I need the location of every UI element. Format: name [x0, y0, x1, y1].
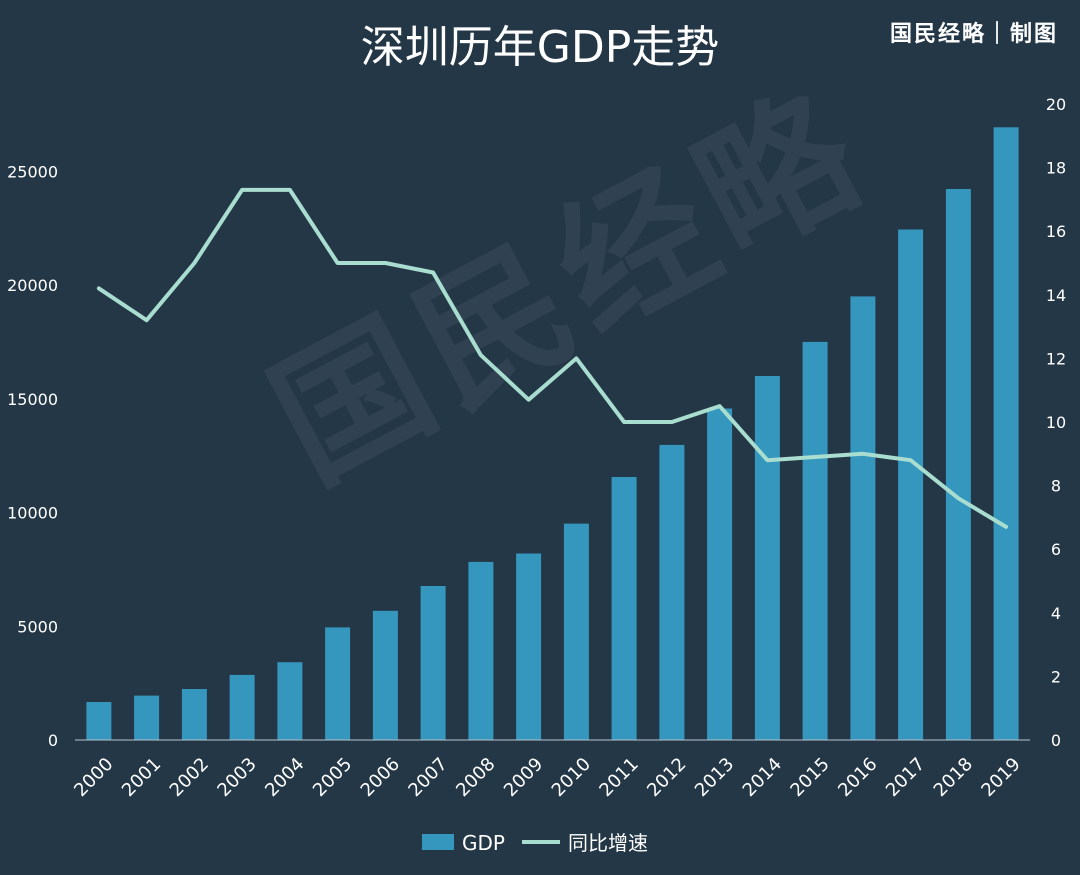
x-tick-label: 2002 — [166, 754, 213, 801]
legend-gdp-swatch — [422, 834, 454, 850]
x-tick-label: 2009 — [500, 754, 547, 801]
gdp-bar-2000 — [86, 702, 112, 740]
right-y-axis: 0 2 4 6 8 10 12 14 16 18 20 — [1046, 95, 1066, 750]
legend: GDP 同比增速 — [422, 831, 648, 855]
right-y-tick-label: 6 — [1051, 540, 1061, 559]
right-y-tick-label: 4 — [1051, 604, 1061, 623]
right-y-tick-label: 20 — [1046, 95, 1066, 114]
gdp-bar-2002 — [181, 689, 207, 740]
gdp-bar-2014 — [754, 376, 780, 740]
gdp-bar-2010 — [563, 523, 589, 740]
gdp-bar-2004 — [277, 662, 303, 740]
right-y-tick-label: 8 — [1051, 477, 1061, 496]
left-y-tick-label: 0 — [48, 731, 58, 750]
gdp-bar-2018 — [945, 189, 971, 740]
legend-gdp-label: GDP — [462, 831, 505, 855]
gdp-bar-2015 — [802, 341, 828, 740]
x-tick-label: 2008 — [452, 754, 499, 801]
x-tick-label: 2015 — [786, 754, 833, 801]
x-tick-label: 2011 — [595, 754, 642, 801]
left-y-tick-label: 20000 — [7, 276, 58, 295]
left-y-axis: 0 5000 10000 15000 20000 25000 — [7, 162, 58, 750]
gdp-bar-2003 — [229, 674, 255, 740]
gdp-bar-2009 — [516, 553, 542, 740]
legend-growth-label: 同比增速 — [568, 831, 648, 855]
x-tick-label: 2000 — [70, 754, 117, 801]
line-series — [96, 187, 1009, 529]
x-tick-label: 2018 — [930, 754, 977, 801]
gdp-bar-2017 — [898, 229, 924, 740]
x-tick-label: 2006 — [357, 754, 404, 801]
bar-series — [86, 127, 1019, 741]
x-tick-label: 2013 — [691, 754, 738, 801]
right-y-tick-label: 18 — [1046, 159, 1066, 178]
gdp-bar-2006 — [372, 610, 398, 740]
left-y-tick-label: 10000 — [7, 504, 58, 523]
brand-credit: 国民经略｜制图 — [889, 21, 1058, 47]
gdp-bar-2007 — [420, 586, 446, 740]
x-tick-label: 2003 — [213, 754, 260, 801]
growth-rate-line — [96, 187, 1009, 529]
gdp-bar-2008 — [468, 561, 494, 740]
gdp-bar-2001 — [134, 695, 160, 740]
right-y-tick-label: 14 — [1046, 286, 1066, 305]
gdp-bar-2016 — [850, 296, 876, 740]
gdp-bar-2012 — [659, 444, 685, 740]
right-y-tick-label: 2 — [1051, 667, 1061, 686]
left-y-tick-label: 25000 — [7, 162, 58, 181]
right-y-tick-label: 12 — [1046, 349, 1066, 368]
x-tick-label: 2001 — [118, 754, 165, 801]
x-tick-label: 2007 — [404, 754, 451, 801]
x-tick-label: 2016 — [834, 754, 881, 801]
gdp-bar-2019 — [993, 127, 1019, 741]
gdp-bar-2011 — [611, 477, 637, 740]
x-tick-label: 2017 — [882, 754, 929, 801]
right-y-tick-label: 16 — [1046, 222, 1066, 241]
x-axis: 2000 2001 2002 2003 2004 2005 2006 2007 2008 2009… — [70, 739, 1030, 801]
x-tick-label: 2019 — [977, 754, 1024, 801]
right-y-tick-label: 10 — [1046, 413, 1066, 432]
gdp-bar-2005 — [325, 627, 351, 740]
left-y-tick-label: 15000 — [7, 390, 58, 409]
gdp-bar-2013 — [707, 408, 733, 740]
x-tick-label: 2010 — [548, 754, 595, 801]
x-tick-label: 2004 — [261, 754, 308, 801]
left-y-tick-label: 5000 — [17, 617, 58, 636]
x-tick-label: 2014 — [739, 754, 786, 801]
right-y-tick-label: 0 — [1051, 731, 1061, 750]
x-tick-label: 2005 — [309, 754, 356, 801]
x-tick-label: 2012 — [643, 754, 690, 801]
chart-title: 深圳历年GDP走势 — [360, 22, 720, 73]
